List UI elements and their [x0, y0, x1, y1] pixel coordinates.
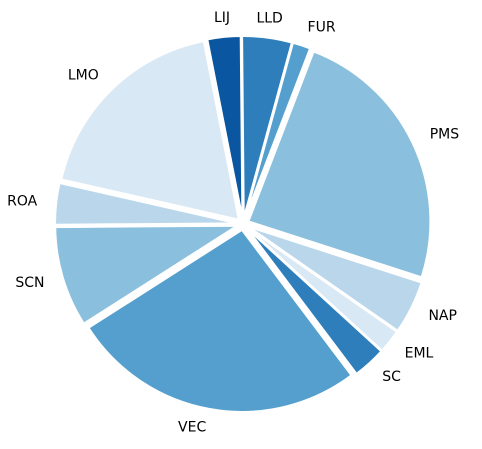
pie-slice-vec: [87, 228, 353, 413]
slice-label-fur: FUR: [308, 19, 336, 35]
pie-slice-sc: [246, 227, 383, 376]
slice-label-nap: NAP: [428, 308, 457, 324]
slice-label-roa: ROA: [7, 194, 38, 210]
slice-label-lld: LLD: [256, 11, 282, 27]
slice-label-scn: SCN: [15, 275, 44, 291]
pie-slice-lld: [241, 35, 294, 219]
pie-slice-roa: [54, 181, 238, 226]
pie-slice-lmo: [60, 39, 241, 222]
pie-slice-nap: [247, 225, 423, 333]
slice-label-lij: LIJ: [214, 10, 230, 26]
pie-slice-pms: [247, 50, 432, 279]
slice-label-pms: PMS: [430, 127, 460, 143]
pie-slice-scn: [54, 224, 241, 325]
slice-label-sc: SC: [382, 369, 401, 385]
pie-slice-lij: [206, 35, 244, 219]
slice-label-vec: VEC: [178, 420, 206, 436]
slice-label-eml: EML: [405, 345, 434, 361]
slice-label-lmo: LMO: [68, 68, 99, 84]
pie-slice-fur: [243, 41, 312, 219]
